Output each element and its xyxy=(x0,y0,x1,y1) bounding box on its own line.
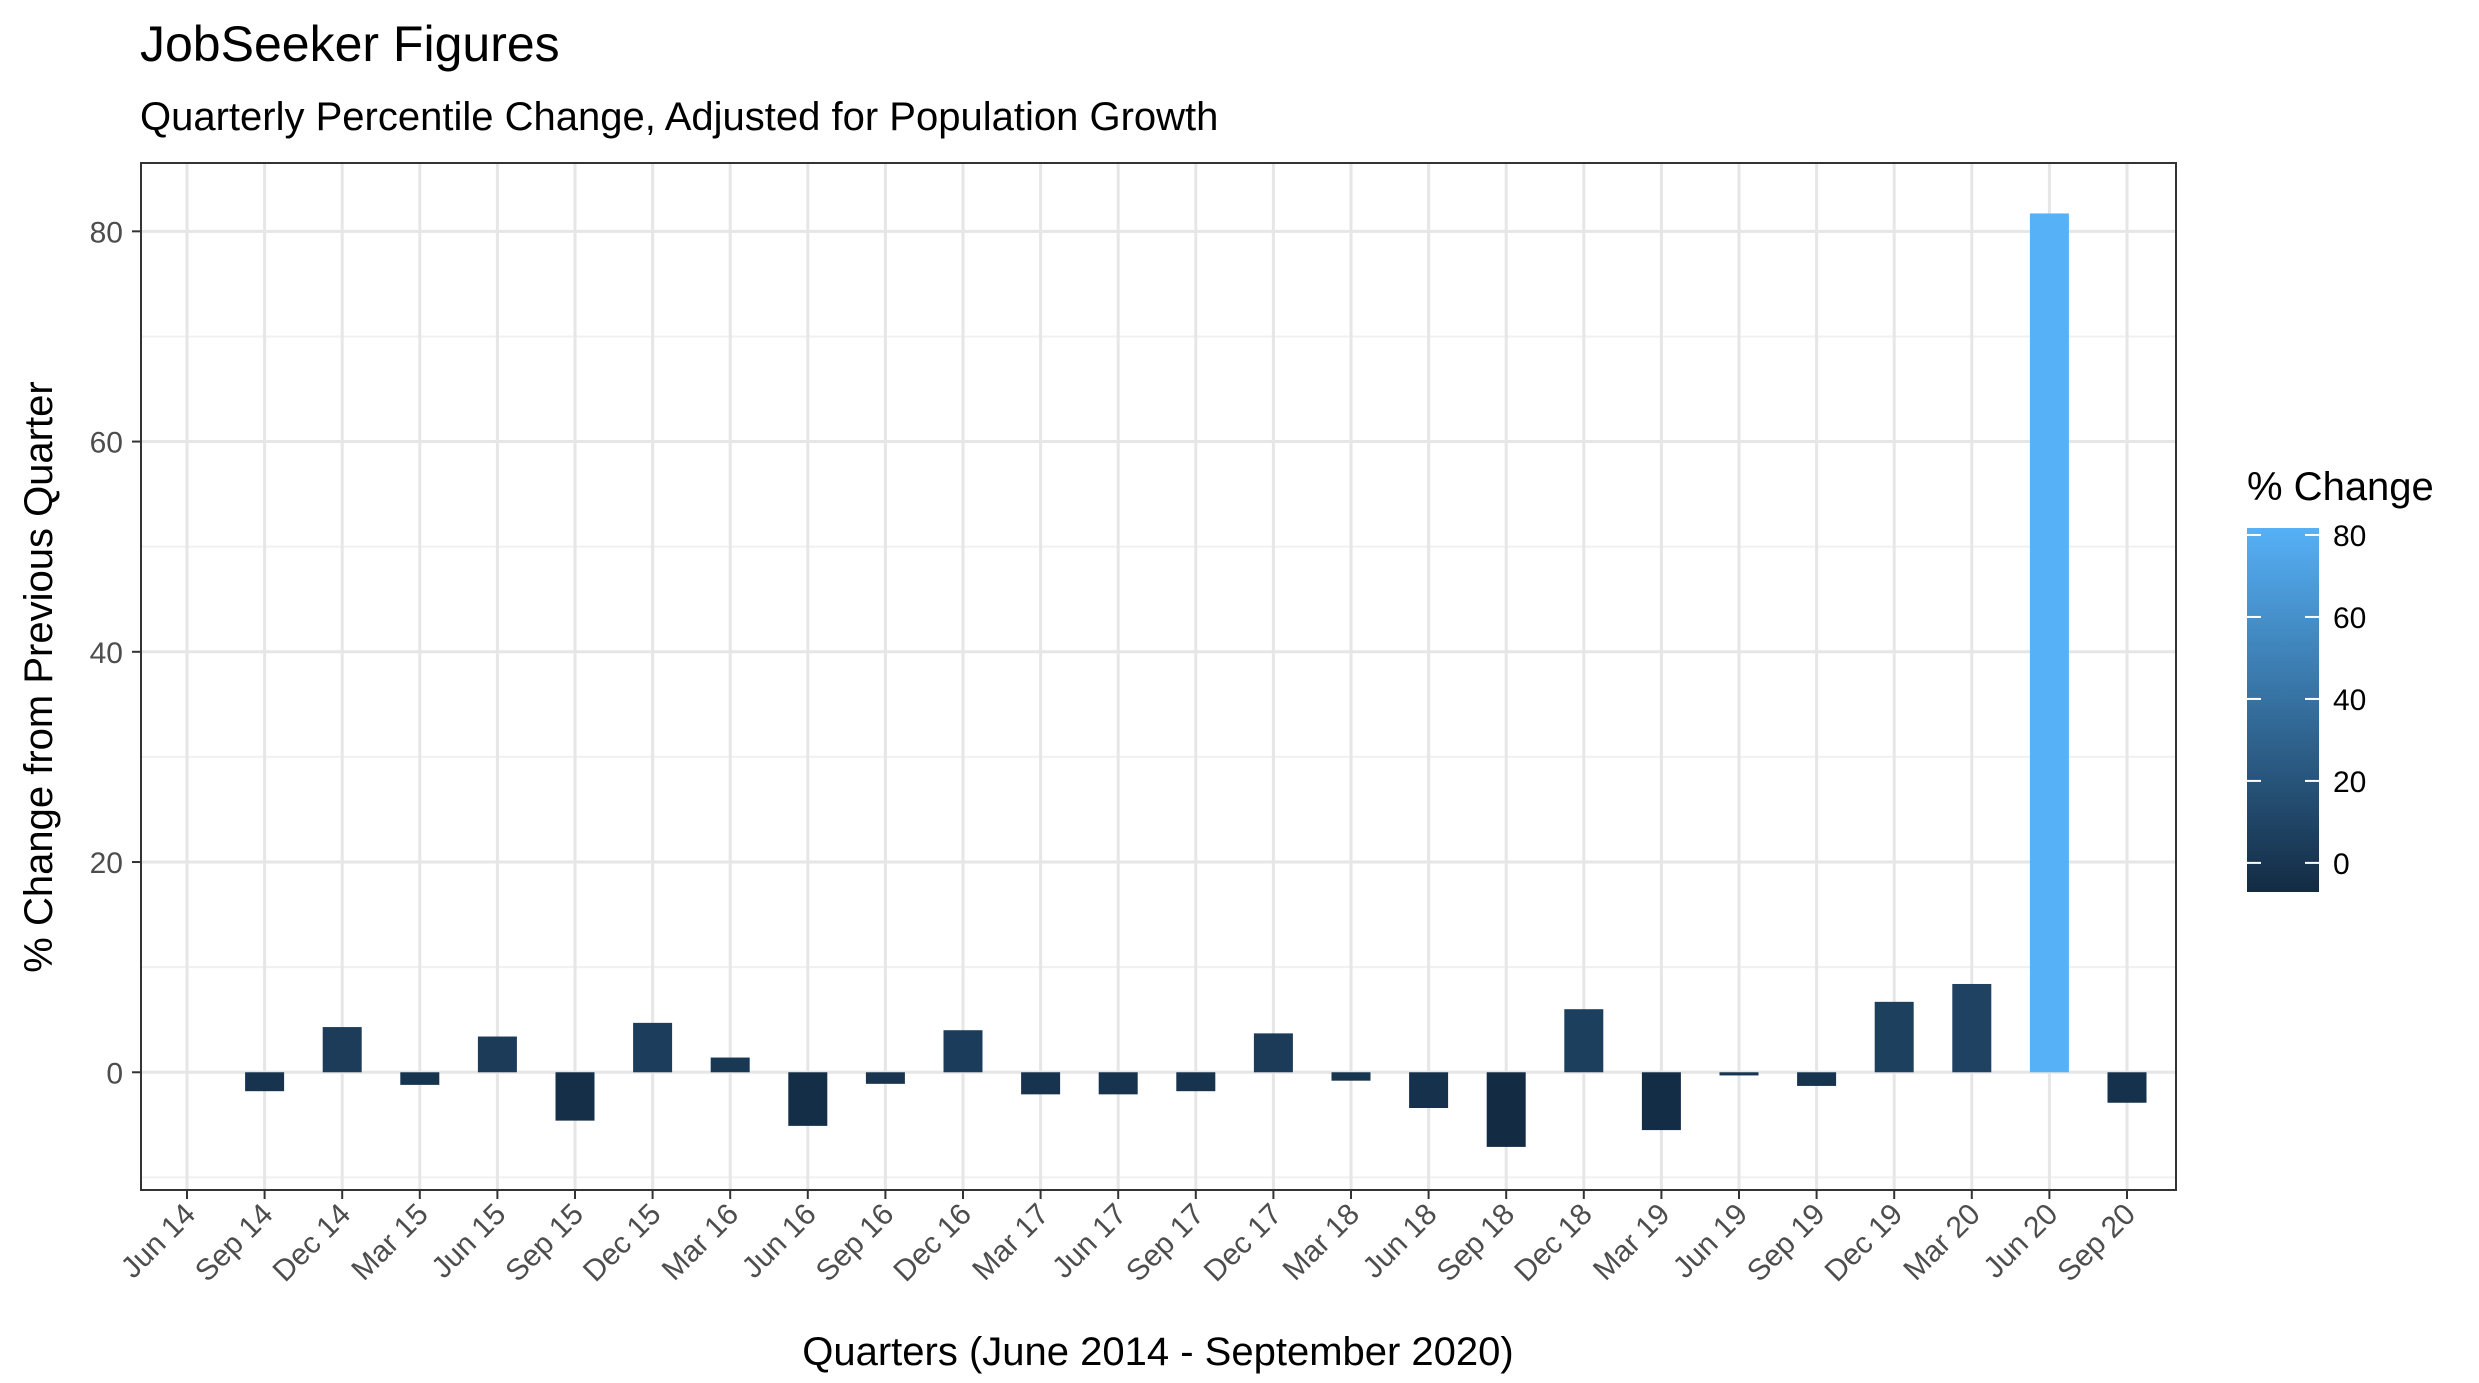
y-axis-title: % Change from Previous Quarter xyxy=(17,381,61,972)
bar xyxy=(1719,1072,1759,1076)
x-tick-label: Sep 14 xyxy=(189,1198,280,1289)
x-tick-label: Mar 19 xyxy=(1587,1198,1676,1287)
y-tick-label: 40 xyxy=(90,637,123,670)
bar xyxy=(1952,983,1992,1073)
bar xyxy=(1098,1072,1138,1095)
x-tick-label: Mar 20 xyxy=(1897,1198,1986,1287)
x-tick-label: Dec 19 xyxy=(1819,1198,1910,1289)
plot-background xyxy=(141,163,2176,1190)
bar xyxy=(710,1057,750,1073)
bar xyxy=(1641,1072,1681,1131)
legend-tick-label: 40 xyxy=(2333,684,2366,717)
bar xyxy=(2029,213,2069,1073)
legend-colorbar xyxy=(2247,528,2319,892)
grid-minor xyxy=(141,335,2176,1179)
bar xyxy=(1874,1001,1914,1073)
bar xyxy=(322,1027,362,1073)
x-tick-label: Dec 18 xyxy=(1508,1198,1599,1289)
chart-subtitle: Quarterly Percentile Change, Adjusted fo… xyxy=(140,95,1218,139)
x-tick-label: Mar 16 xyxy=(656,1198,745,1287)
x-tick-label: Sep 20 xyxy=(2051,1198,2142,1289)
x-tick-label: Jun 20 xyxy=(1977,1198,2064,1285)
bar xyxy=(477,1036,517,1073)
bar xyxy=(1409,1072,1449,1109)
x-tick-label: Sep 18 xyxy=(1431,1198,1522,1289)
plot-border xyxy=(140,162,2177,1191)
y-tick-label: 80 xyxy=(90,216,123,249)
x-tick-label: Mar 17 xyxy=(966,1198,1055,1287)
bar xyxy=(1797,1072,1837,1086)
chart-title: JobSeeker Figures xyxy=(140,16,560,72)
bar xyxy=(788,1072,828,1126)
legend-tick-label: 0 xyxy=(2333,848,2350,881)
x-tick-label: Dec 16 xyxy=(887,1198,978,1289)
y-tick-label: 60 xyxy=(90,427,123,460)
bar xyxy=(1331,1072,1371,1081)
legend-tick-label: 20 xyxy=(2333,766,2366,799)
x-tick-label: Jun 15 xyxy=(425,1198,512,1285)
bar xyxy=(555,1072,595,1121)
bar xyxy=(1021,1072,1061,1095)
x-tick-label: Jun 18 xyxy=(1357,1198,1444,1285)
bar xyxy=(245,1072,285,1092)
x-tick-label: Sep 17 xyxy=(1120,1198,1211,1289)
bar xyxy=(1564,1009,1604,1073)
legend-title: % Change xyxy=(2247,465,2434,509)
bar xyxy=(1486,1072,1526,1147)
x-tick-label: Mar 15 xyxy=(345,1198,434,1287)
legend-ticks: 0 20 40 60 80 xyxy=(2247,520,2366,881)
x-tick-label: Jun 14 xyxy=(115,1198,202,1285)
x-tick-label: Jun 16 xyxy=(736,1198,823,1285)
x-tick-label: Dec 17 xyxy=(1198,1198,1289,1289)
bar xyxy=(1176,1072,1216,1092)
x-axis-title: Quarters (June 2014 - September 2020) xyxy=(802,1330,1514,1374)
x-tick-label: Jun 17 xyxy=(1046,1198,1133,1285)
x-tick-label: Jun 19 xyxy=(1667,1198,1754,1285)
x-tick-label: Dec 14 xyxy=(267,1198,358,1289)
bar xyxy=(633,1022,673,1073)
bar xyxy=(2107,1072,2147,1103)
x-tick-label: Dec 15 xyxy=(577,1198,668,1289)
x-tick-label: Sep 16 xyxy=(810,1198,901,1289)
legend-tick-label: 80 xyxy=(2333,520,2366,553)
bar xyxy=(1253,1033,1293,1073)
x-tick-label: Mar 18 xyxy=(1277,1198,1366,1287)
y-tick-label: 0 xyxy=(106,1057,123,1090)
y-tick-label: 20 xyxy=(90,847,123,880)
legend: % Change 0 20 40 60 80 xyxy=(2247,465,2434,892)
bar xyxy=(943,1030,983,1073)
plot-panel xyxy=(140,162,2177,1191)
bars xyxy=(245,213,2147,1147)
legend-tick-label: 60 xyxy=(2333,602,2366,635)
x-tick-label: Sep 19 xyxy=(1741,1198,1832,1289)
bar xyxy=(865,1072,905,1084)
bar xyxy=(400,1072,440,1085)
x-tick-label: Sep 15 xyxy=(499,1198,590,1289)
y-axis: 0 20 40 60 80 xyxy=(90,216,141,1090)
